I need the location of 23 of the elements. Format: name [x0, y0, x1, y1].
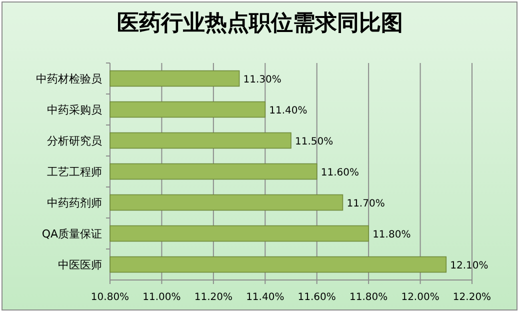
- x-tick-label: 10.80%: [90, 292, 130, 303]
- chart-title: 医药行业热点职位需求同比图: [117, 11, 403, 36]
- y-tick-label: 中医医师: [58, 258, 102, 272]
- data-label: 12.10%: [450, 260, 488, 272]
- x-tick-label: 11.80%: [350, 292, 388, 303]
- x-tick-label: 12.00%: [401, 292, 440, 303]
- y-tick-label: 工艺工程师: [47, 166, 102, 178]
- data-label: 11.50%: [295, 136, 334, 148]
- y-tick-label: 中药材检验员: [36, 72, 102, 86]
- data-label: 11.30%: [243, 74, 282, 86]
- y-tick-label: 中药采购员: [47, 104, 102, 116]
- x-tick-label: 11.20%: [194, 292, 232, 303]
- data-label: 11.70%: [346, 198, 385, 210]
- x-tick-label: 12.20%: [452, 292, 492, 303]
- y-tick-label: 中药药剂师: [47, 196, 102, 210]
- data-label: 11.40%: [269, 106, 308, 116]
- y-tick-label: QA质量保证: [42, 228, 102, 240]
- x-tick-label: 11.40%: [246, 292, 284, 303]
- y-tick-label: 分析研究员: [47, 134, 102, 148]
- x-tick-label: 11.00%: [142, 292, 181, 303]
- data-label: 11.60%: [320, 168, 359, 178]
- x-tick-label: 11.60%: [298, 292, 336, 303]
- data-label: 11.80%: [372, 230, 411, 240]
